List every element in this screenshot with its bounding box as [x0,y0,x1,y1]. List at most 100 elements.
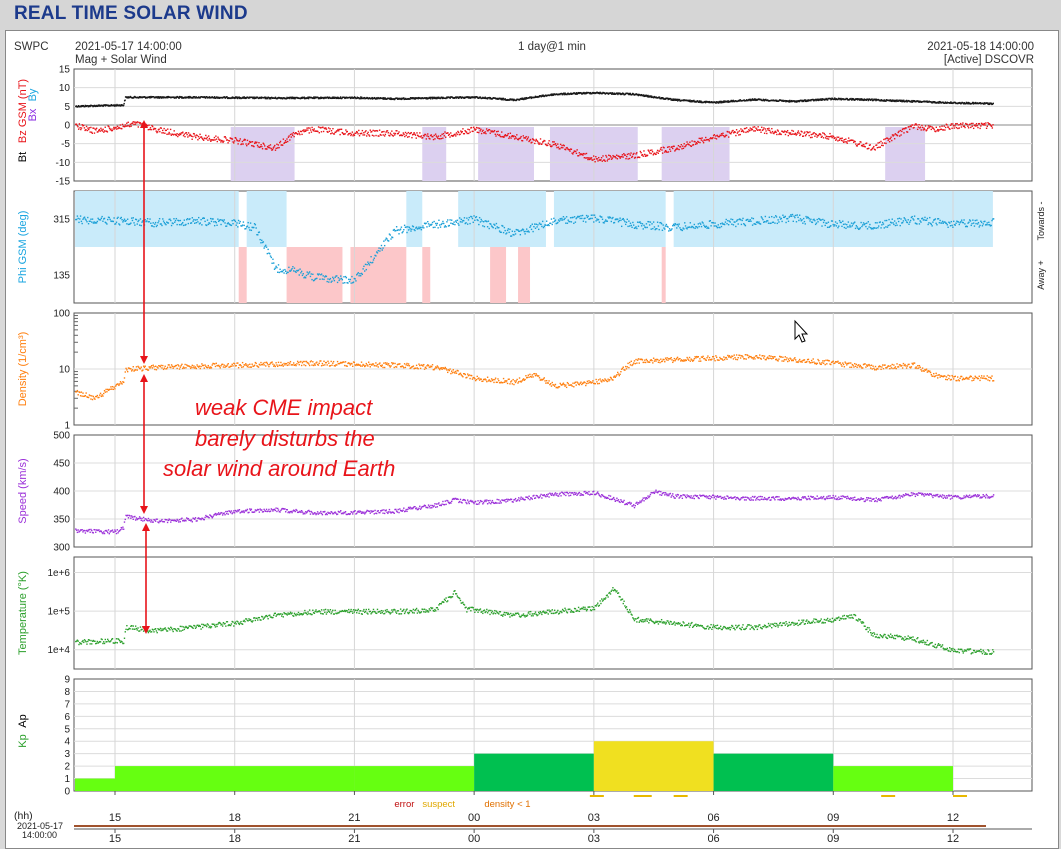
temperature-series [75,587,995,655]
mag-ylabel-bz: Bz GSM (nT) [17,79,29,143]
cme-annotation: weak CME impact barely disturbs the solar … [140,120,395,634]
phi-towards-band-4 [553,191,666,247]
source-line: Mag + Solar Wind [75,54,167,66]
mag-bz-south-band-1 [422,127,447,181]
mag-ylabel-bt: Bt [17,152,29,162]
phi-right-label-towards: Towards - [1036,201,1046,240]
xtick-label-top-3: 00 [468,812,480,824]
xtick-label-top-5: 06 [707,812,719,824]
kp-bar-2 [354,766,475,791]
mag-ytick-label-2: -5 [61,139,70,150]
phi-towards-band-1 [246,191,287,247]
xtick-label-top-6: 09 [827,812,839,824]
phi-right-label-away: Away + [1036,260,1046,290]
kp-suspect-marker-1 [633,795,652,797]
start-time: 2021-05-17 14:00:00 [75,41,182,53]
kp-ytick-label-4: 4 [64,737,70,748]
mouse-cursor-icon [794,319,809,343]
hh-label: (hh) [14,810,33,822]
mag-ytick-label-0: -15 [56,177,71,188]
xtick-label-top-1: 18 [229,812,241,824]
kp-bar-1 [115,766,355,791]
xtick-label-top-2: 21 [348,812,360,824]
kp-ytick-label-2: 2 [64,762,70,773]
kp-ylabel-kp: Kp [17,734,29,747]
org-label: SWPC [14,41,49,53]
spacecraft: [Active] DSCOVR [943,54,1034,66]
mag-bz-south-band-5 [885,127,926,181]
kp-bar-3 [474,753,594,791]
speed-ytick-label-2: 400 [53,487,70,498]
xtick-label-top-4: 03 [588,812,600,824]
phi-away-band-6 [661,247,666,303]
end-time: 2021-05-18 14:00:00 [927,41,1034,53]
kp-ylabel-ap: Ap [17,714,29,727]
xtick-label-bottom-3: 00 [468,833,480,845]
phi-away-band-1 [286,247,343,303]
phi-away-band-0 [238,247,247,303]
kp-ytick-label-8: 8 [64,687,70,698]
kp-bar-4 [593,741,714,791]
page-title: REAL TIME SOLAR WIND [14,3,248,24]
date-label: 2021-05-17 [17,821,63,831]
mag-ylabel-bx: Bx [27,108,39,121]
phi-series [75,213,995,284]
legend-suspect: suspect [422,799,455,810]
kp-ytick-label-7: 7 [64,699,70,710]
phi-away-band-3 [422,247,431,303]
speed-series [75,489,995,535]
speed-ytick-label-0: 300 [53,543,70,554]
mag-ytick-label-3: 0 [64,121,70,132]
phi-away-band-2 [350,247,407,303]
annotation-line-0: weak CME impact [195,395,373,420]
mag-bz-south-band-4 [661,127,730,181]
annotation-line-1: barely disturbs the [195,426,375,451]
legend-error: error [394,799,414,810]
phi-towards-band-0 [75,191,239,247]
density-ytick-label-1: 10 [59,365,71,376]
time-range: 1 day@1 min [518,41,586,53]
temperature-ylabel: Temperature (°K) [17,571,29,655]
kp-suspect-marker-3 [881,795,896,797]
kp-ytick-label-9: 9 [64,675,70,686]
density-ytick-label-0: 1 [64,421,70,432]
speed-ylabel: Speed (km/s) [17,458,29,523]
mag-ylabel-by: By [27,88,39,101]
phi-towards-band-2 [406,191,423,247]
mag-ytick-label-6: 15 [59,65,71,76]
temperature-ytick-label-2: 1e+6 [47,568,70,579]
xtick-label-bottom-0: 15 [109,833,121,845]
xtick-label-bottom-2: 21 [348,833,360,845]
speed-ytick-label-4: 500 [53,431,70,442]
mag-ytick-label-1: -10 [56,158,71,169]
kp-ytick-label-5: 5 [64,724,70,735]
kp-suspect-marker-4 [953,795,967,797]
kp-suspect-marker-2 [673,795,688,797]
mag-ytick-label-4: 5 [64,102,70,113]
phi-towards-band-3 [458,191,546,247]
speed-ytick-label-3: 450 [53,459,70,470]
annotation-line-2: solar wind around Earth [163,456,395,481]
xtick-label-bottom-7: 12 [947,833,959,845]
kp-bar-6 [833,766,953,791]
xtick-label-top-7: 12 [947,812,959,824]
kp-bar-0 [75,778,115,791]
phi-ytick-label-0: 135 [53,271,70,282]
mag-bz-south-band-0 [230,127,295,181]
kp-suspect-marker-0 [589,795,604,797]
temperature-ytick-label-0: 1e+4 [47,645,70,656]
mag-ytick-label-5: 10 [59,83,71,94]
phi-away-band-4 [490,247,507,303]
phi-ytick-label-1: 315 [53,215,70,226]
density-ylabel: Density (1/cm³) [17,332,29,407]
xtick-label-bottom-4: 03 [588,833,600,845]
kp-ytick-label-6: 6 [64,712,70,723]
kp-ytick-label-0: 0 [64,787,70,798]
phi-ylabel: Phi GSM (deg) [17,211,29,284]
legend-density: density < 1 [484,799,530,810]
xtick-label-bottom-1: 18 [229,833,241,845]
kp-ytick-label-1: 1 [64,774,70,785]
speed-ytick-label-1: 350 [53,515,70,526]
kp-bar-5 [713,753,834,791]
